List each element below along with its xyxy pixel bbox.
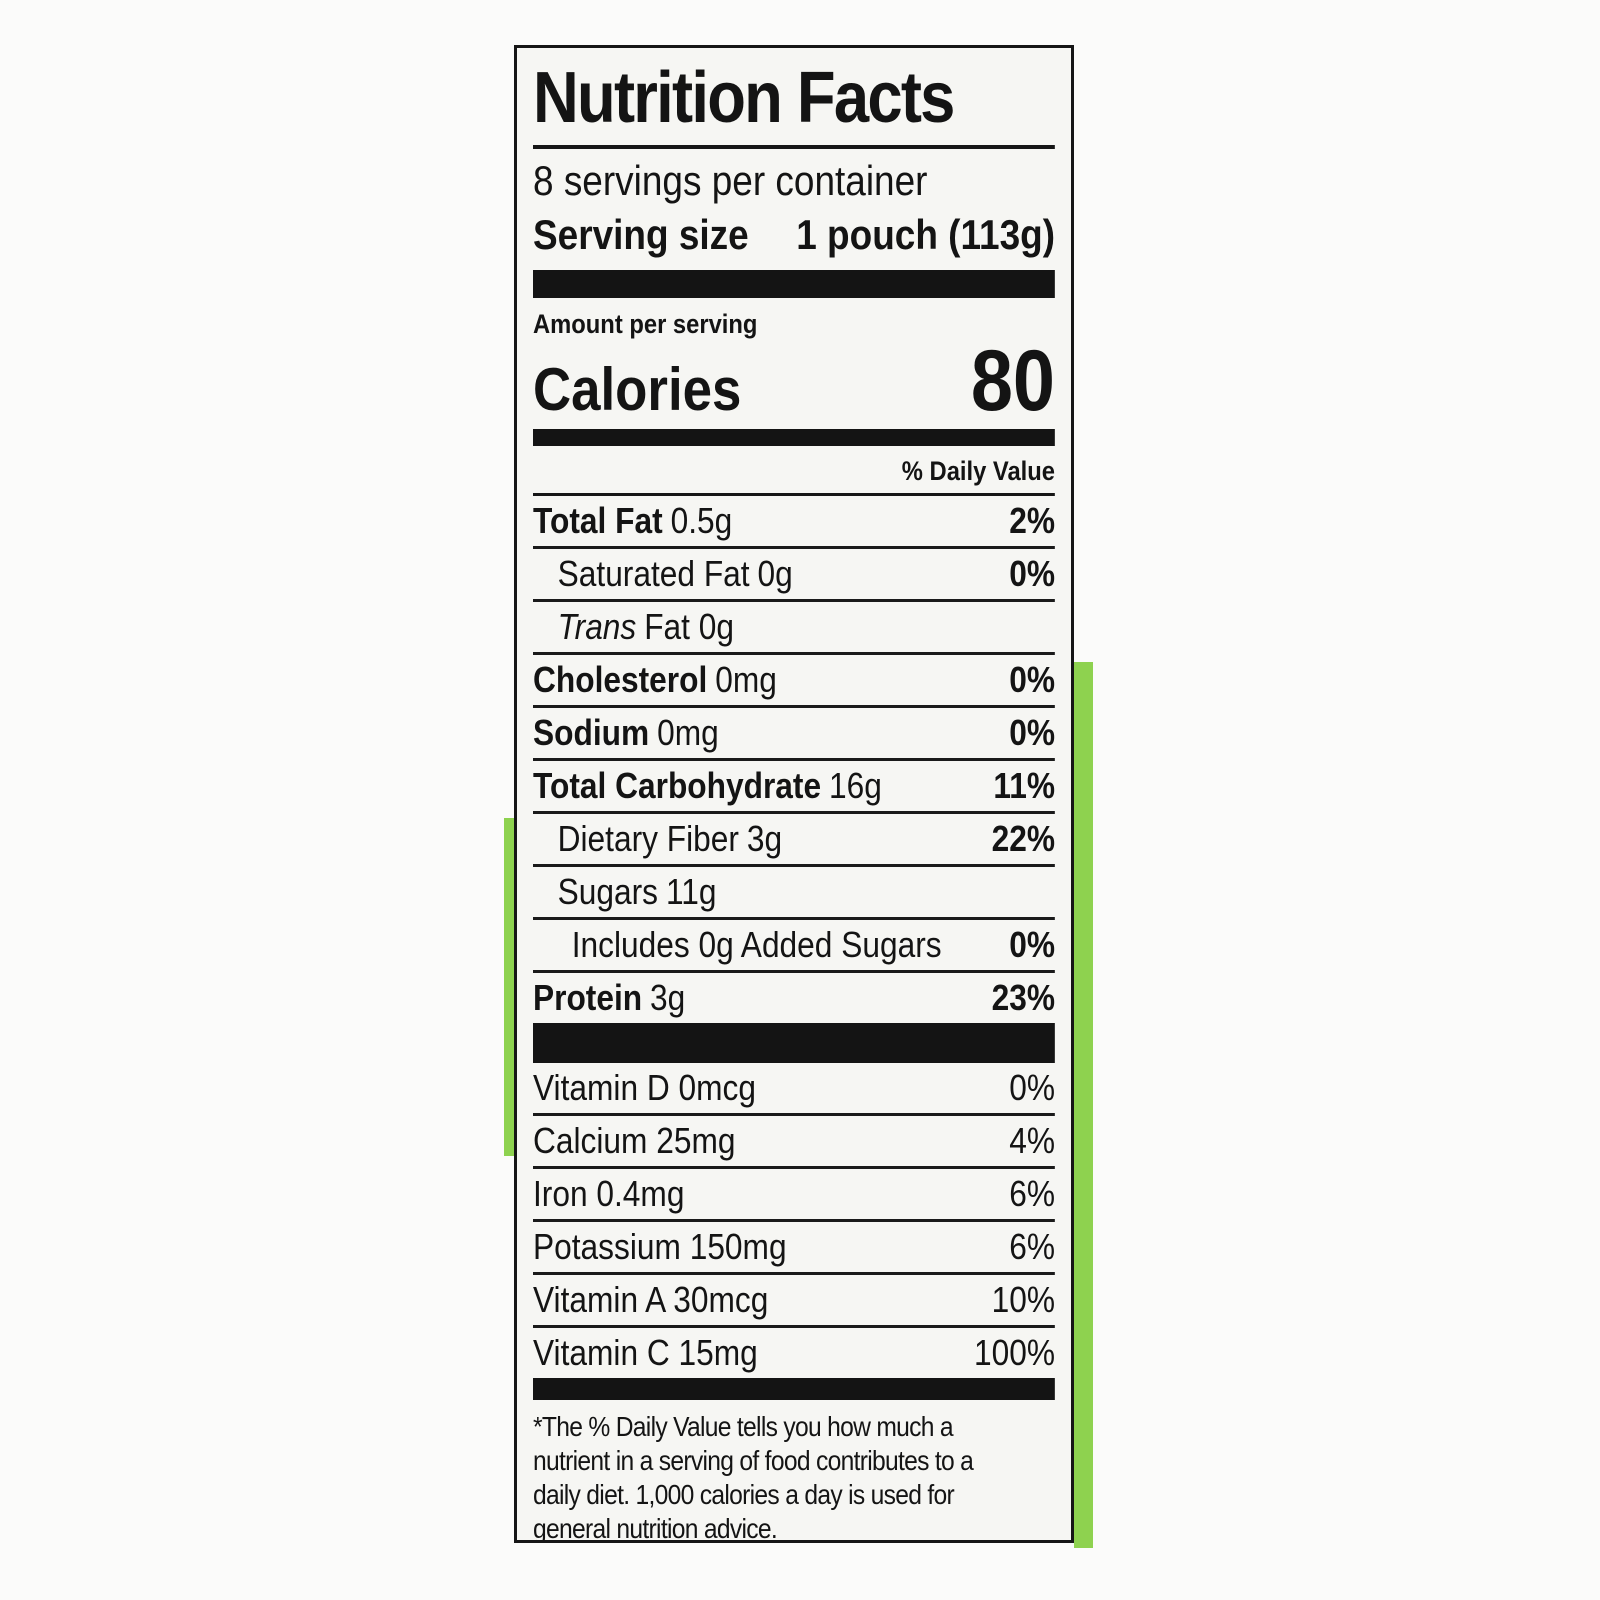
nutrient-name: Total Fat 0.5g xyxy=(533,500,733,541)
nutrient-daily-value: 22% xyxy=(991,818,1056,859)
nutrient-row: Total Carbohydrate 16g 11% xyxy=(533,761,1056,814)
vitamin-rows: Vitamin D 0mcg 0% Calcium 25mg 4% Iron 0.4mg… xyxy=(533,1063,1056,1378)
nutrient-name: Cholesterol 0mg xyxy=(533,659,777,700)
vitamin-row: Iron 0.4mg 6% xyxy=(533,1169,1056,1222)
vitamin-name: Calcium 25mg xyxy=(533,1120,736,1161)
serving-size-value: 1 pouch (113g) xyxy=(796,210,1056,258)
nutrient-rows: Total Fat 0.5g 2% Saturated Fat 0g 0% Trans Fat… xyxy=(533,496,1056,1023)
vitamin-name: Vitamin A 30mcg xyxy=(533,1279,769,1320)
daily-value-header: % Daily Value xyxy=(533,446,1056,496)
nutrient-name: Protein 3g xyxy=(533,977,686,1018)
nutrient-name: Sugars 11g xyxy=(557,871,717,912)
serving-size-label: Serving size xyxy=(533,210,749,258)
packaging-green-right xyxy=(1074,662,1093,1548)
nutrition-facts-label: Nutrition Facts 8 servings per container… xyxy=(514,45,1074,1543)
footnote-line: *The % Daily Value tells you how much a xyxy=(533,1410,954,1442)
nutrient-daily-value: 0% xyxy=(1009,553,1056,594)
nutrient-name: Sodium 0mg xyxy=(533,712,719,753)
vitamin-daily-value: 10% xyxy=(991,1279,1056,1320)
nutrient-daily-value: 11% xyxy=(993,765,1056,806)
vitamin-daily-value: 6% xyxy=(1009,1226,1056,1267)
footnote-line: daily diet. 1,000 calories a day is used… xyxy=(533,1478,955,1510)
nutrient-name: Includes 0g Added Sugars xyxy=(571,924,942,965)
footnote-line: general nutrition advice. xyxy=(533,1512,778,1543)
nutrient-daily-value: 23% xyxy=(991,977,1056,1018)
label-title: Nutrition Facts xyxy=(533,61,1056,150)
vitamin-name: Vitamin C 15mg xyxy=(533,1332,758,1373)
amount-per-serving-label: Amount per serving xyxy=(533,308,758,339)
vitamin-row: Potassium 150mg 6% xyxy=(533,1222,1056,1275)
vitamin-row: Vitamin A 30mcg 10% xyxy=(533,1275,1056,1328)
nutrient-row: Cholesterol 0mg 0% xyxy=(533,655,1056,708)
vitamin-daily-value: 6% xyxy=(1009,1173,1056,1214)
vitamin-name: Vitamin D 0mcg xyxy=(533,1067,757,1108)
nutrient-row: Saturated Fat 0g 0% xyxy=(533,549,1056,602)
nutrient-name: Dietary Fiber 3g xyxy=(557,818,783,859)
servings-per-container: 8 servings per container xyxy=(533,157,928,205)
nutrient-row: Sugars 11g xyxy=(533,867,1056,920)
nutrient-row: Includes 0g Added Sugars 0% xyxy=(533,920,1056,973)
vitamin-daily-value: 0% xyxy=(1009,1067,1056,1108)
nutrient-row: Total Fat 0.5g 2% xyxy=(533,496,1056,549)
packaging-green-left xyxy=(504,818,515,1156)
serving-size-row: Serving size 1 pouch (113g) xyxy=(533,209,1055,260)
nutrient-name: Saturated Fat 0g xyxy=(557,553,793,594)
nutrient-row: Protein 3g 23% xyxy=(533,973,1055,1023)
nutrient-daily-value: 0% xyxy=(1009,712,1056,753)
divider-bar-medium xyxy=(533,429,1056,447)
calories-label: Calories xyxy=(533,356,742,424)
vitamin-daily-value: 100% xyxy=(973,1332,1056,1373)
divider-bar-vitamins xyxy=(533,1022,1056,1063)
nutrient-name: Total Carbohydrate 16g xyxy=(533,765,882,806)
calories-row: Calories 80 xyxy=(533,333,1056,430)
vitamin-daily-value: 4% xyxy=(1009,1120,1056,1161)
footnote-line: nutrient in a serving of food contribute… xyxy=(533,1444,974,1476)
vitamin-row: Vitamin C 15mg 100% xyxy=(533,1328,1055,1378)
label-content: Nutrition Facts 8 servings per container… xyxy=(533,61,1056,1543)
nutrient-row: Dietary Fiber 3g 22% xyxy=(533,814,1056,867)
nutrient-daily-value: 0% xyxy=(1009,659,1056,700)
nutrient-row: Sodium 0mg 0% xyxy=(533,708,1056,761)
nutrient-daily-value: 0% xyxy=(1009,924,1056,965)
vitamin-row: Calcium 25mg 4% xyxy=(533,1116,1056,1169)
calories-value: 80 xyxy=(970,333,1056,430)
vitamin-name: Potassium 150mg xyxy=(533,1226,787,1267)
nutrient-name: Trans Fat 0g xyxy=(557,606,735,647)
nutrient-daily-value: 2% xyxy=(1009,500,1056,541)
vitamin-row: Vitamin D 0mcg 0% xyxy=(533,1063,1056,1116)
divider-bar-thick xyxy=(533,269,1056,298)
vitamin-name: Iron 0.4mg xyxy=(533,1173,685,1214)
nutrient-row: Trans Fat 0g xyxy=(533,602,1056,655)
divider-bar-footnote xyxy=(533,1377,1056,1400)
